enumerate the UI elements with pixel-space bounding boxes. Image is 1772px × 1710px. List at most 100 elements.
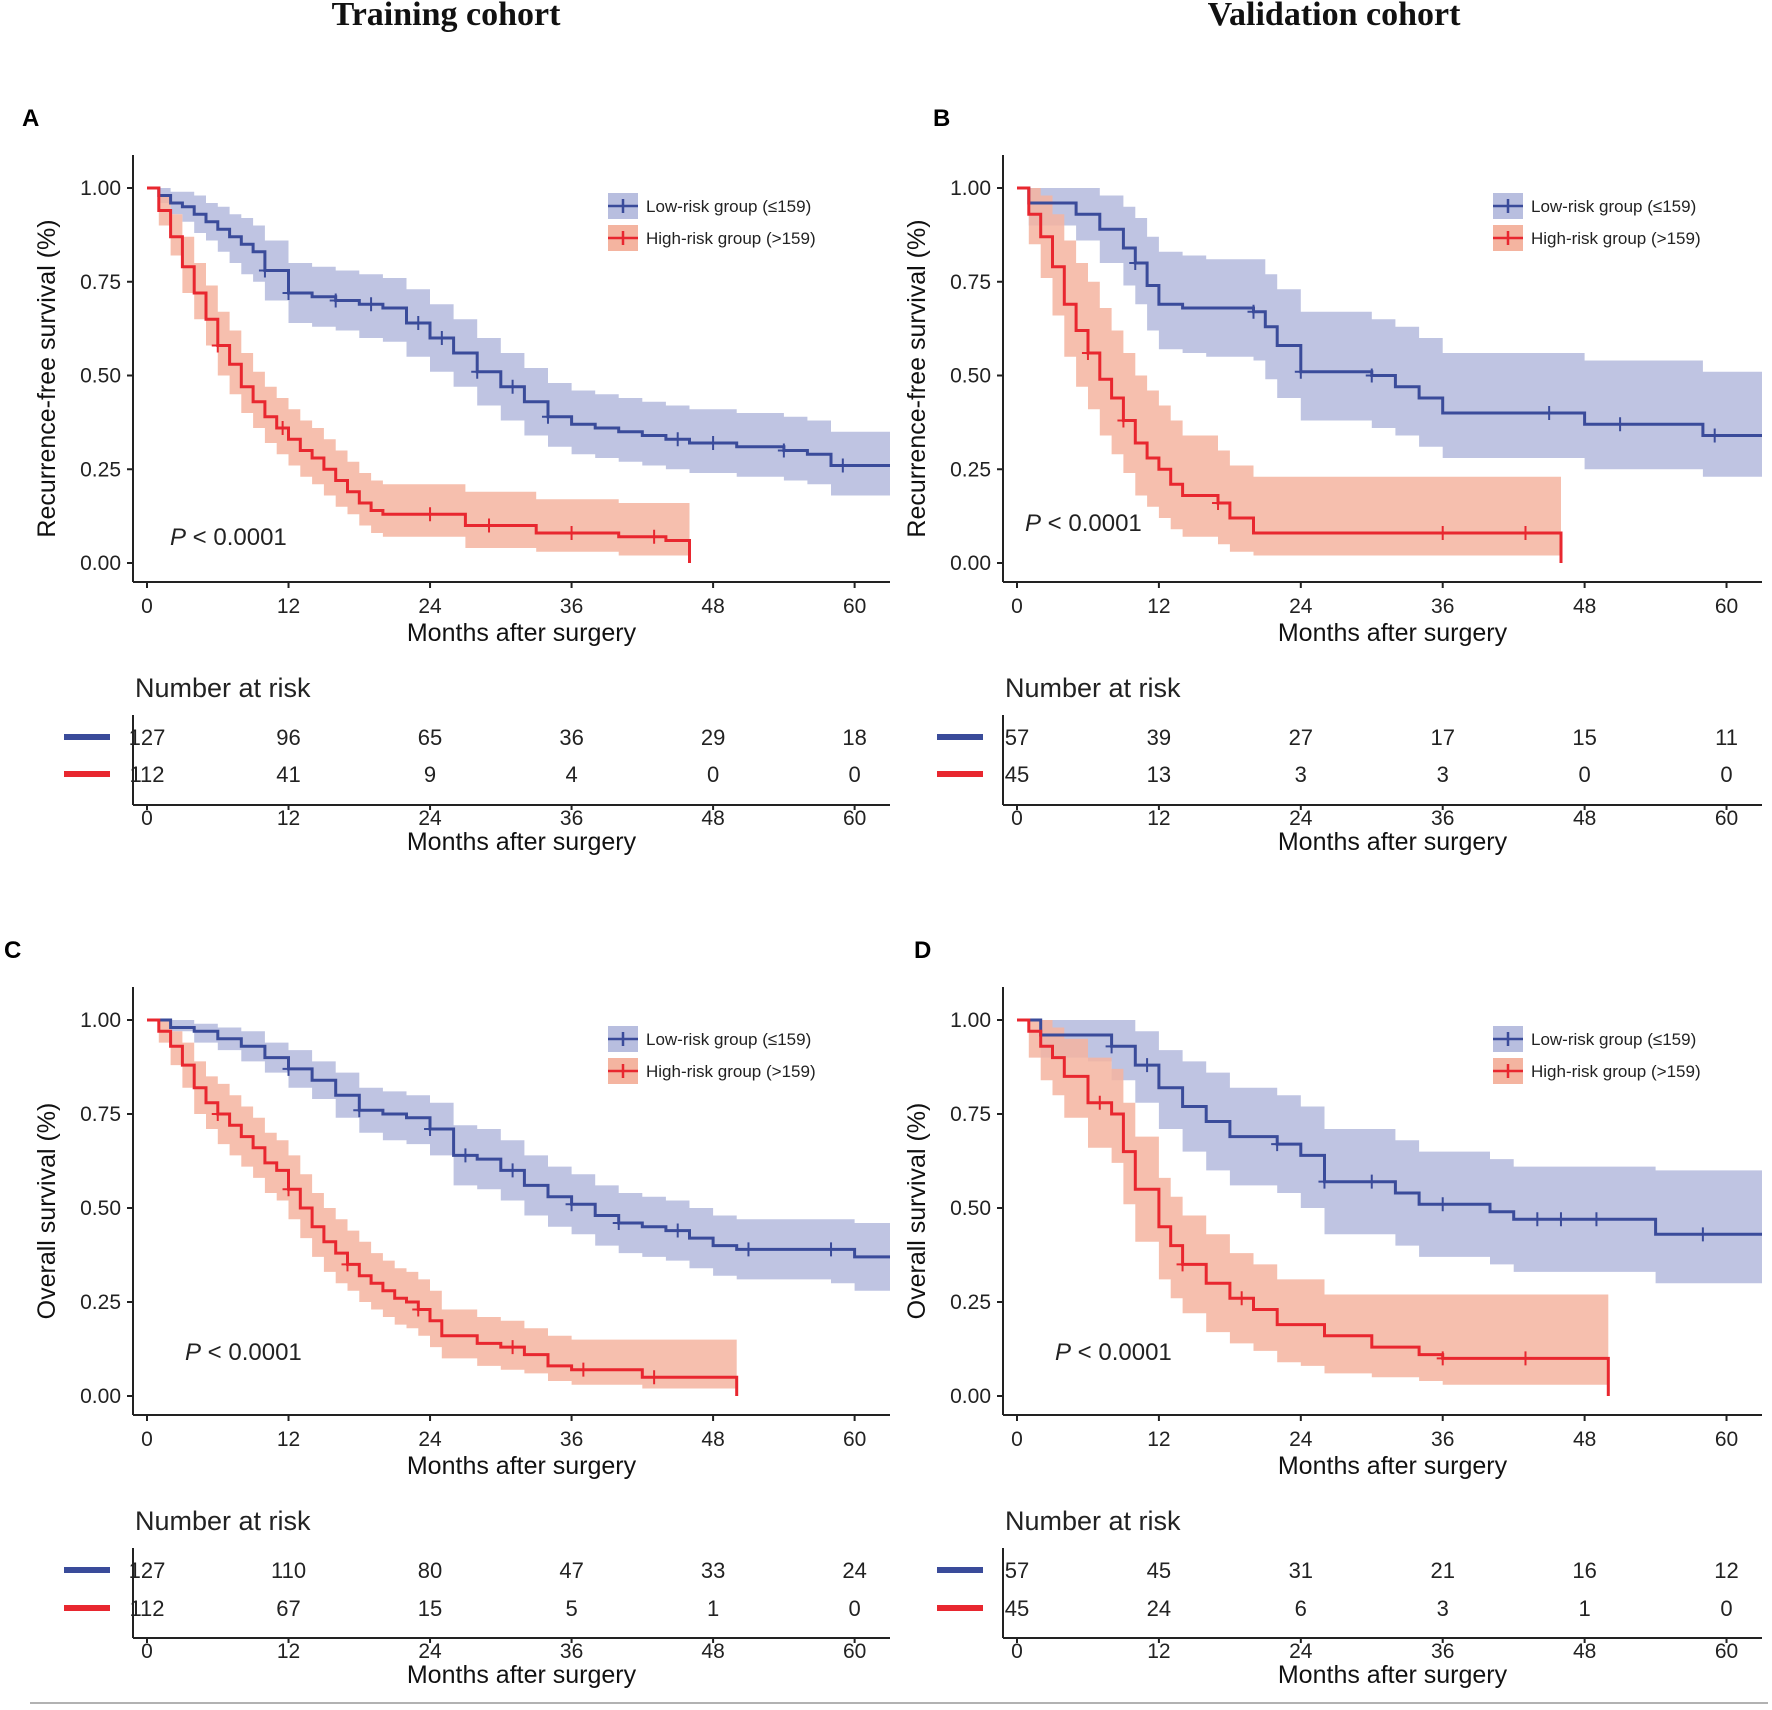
y-axis-title: Overall survival (%)	[33, 1103, 61, 1320]
risk-count-high: 1	[707, 1596, 719, 1621]
low-risk-censor-mark	[707, 436, 720, 450]
high-risk-censor-mark	[1176, 1257, 1189, 1272]
high-risk-ci-band	[147, 1020, 737, 1389]
low-risk-censor-mark	[1543, 406, 1556, 420]
validation-cohort-title: Validation cohort	[1208, 0, 1462, 33]
p-value: P < 0.0001	[1055, 1339, 1172, 1366]
x-tick-label: 0	[141, 1428, 153, 1451]
risk-table-title: Number at risk	[135, 1506, 311, 1536]
risk-count-low: 27	[1289, 725, 1313, 750]
risk-count-low: 24	[842, 1558, 866, 1583]
risk-count-high: 112	[129, 1596, 164, 1621]
low-risk-censor-mark	[1294, 364, 1307, 379]
low-risk-ci-band	[1017, 188, 1762, 477]
x-tick-label: 36	[560, 595, 583, 618]
high-risk-censor-mark	[1436, 526, 1449, 540]
p-value: P < 0.0001	[1025, 510, 1142, 537]
low-risk-censor-mark	[777, 443, 790, 458]
risk-count-low: 57	[1005, 1558, 1029, 1583]
y-tick-label: 0.75	[80, 271, 121, 294]
low-risk-ci-band	[1017, 1020, 1762, 1284]
panel-letter: A	[22, 105, 39, 132]
y-tick-label: 0.50	[80, 1197, 121, 1220]
y-tick-label: 0.75	[950, 1103, 991, 1126]
risk-count-low: 12	[1714, 1558, 1738, 1583]
high-risk-censor-mark	[282, 1182, 295, 1197]
risk-x-tick-label: 36	[1431, 807, 1454, 830]
risk-count-high: 45	[1005, 762, 1029, 787]
x-tick-label: 48	[701, 595, 724, 618]
legend-high-label: High-risk group (>159)	[646, 1062, 816, 1081]
low-risk-censor-mark	[1365, 1174, 1378, 1189]
risk-count-high: 24	[1147, 1596, 1171, 1621]
low-risk-censor-mark	[612, 1216, 625, 1231]
p-value-symbol: P	[1055, 1339, 1071, 1366]
low-risk-censor-mark	[282, 286, 295, 300]
x-axis-title: Months after surgery	[407, 1452, 637, 1480]
y-tick-label: 0.25	[950, 458, 991, 481]
low-risk-censor-mark	[671, 1223, 684, 1238]
x-tick-label: 60	[843, 595, 866, 618]
low-risk-censor-mark	[1696, 1227, 1709, 1242]
low-risk-censor-mark	[1436, 1197, 1449, 1212]
risk-count-high: 3	[1437, 762, 1449, 787]
high-risk-censor-mark	[1081, 346, 1094, 360]
risk-count-high: 0	[707, 762, 719, 787]
risk-x-tick-label: 24	[418, 807, 442, 830]
y-tick-label: 1.00	[950, 1009, 991, 1032]
y-tick-label: 0.75	[950, 271, 991, 294]
legend-high-line	[1493, 231, 1523, 245]
high-risk-curve	[1017, 1018, 1610, 1396]
risk-x-tick-label: 60	[1715, 1640, 1738, 1663]
risk-count-high: 0	[1720, 762, 1732, 787]
x-axis-title: Months after surgery	[1278, 1452, 1508, 1480]
risk-x-tick-label: 0	[1011, 807, 1023, 830]
panel-letter: C	[4, 937, 21, 964]
risk-x-tick-label: 48	[1573, 807, 1596, 830]
high-risk-censor-mark	[211, 338, 224, 353]
risk-count-low: 127	[129, 1558, 166, 1583]
p-value-symbol: P	[1025, 510, 1041, 537]
risk-x-tick-label: 36	[560, 807, 583, 830]
risk-count-low: 17	[1430, 725, 1454, 750]
risk-x-tick-label: 0	[141, 1640, 153, 1663]
x-tick-label: 12	[277, 595, 300, 618]
p-value: P < 0.0001	[185, 1339, 302, 1366]
low-risk-censor-mark	[1531, 1212, 1544, 1227]
low-risk-censor-mark	[365, 297, 378, 312]
p-value-text: < 0.0001	[1071, 1339, 1172, 1366]
high-risk-ci-band	[147, 188, 690, 556]
risk-x-tick-label: 60	[1715, 807, 1738, 830]
x-tick-label: 12	[1147, 595, 1170, 618]
high-risk-censor-mark	[1519, 526, 1532, 540]
p-value-text: < 0.0001	[1041, 510, 1142, 537]
low-risk-curve	[147, 186, 890, 467]
low-risk-censor-mark	[424, 1122, 437, 1137]
legend-high-label: High-risk group (>159)	[1531, 1062, 1701, 1081]
legend-high-line	[608, 231, 638, 245]
legend-low-line	[1493, 1032, 1523, 1046]
high-risk-ci-band	[1017, 188, 1561, 556]
p-value-text: < 0.0001	[186, 524, 287, 551]
risk-table-title: Number at risk	[1005, 1506, 1181, 1536]
risk-count-low: 45	[1147, 1558, 1171, 1583]
y-tick-label: 0.25	[80, 1291, 121, 1314]
low-risk-censor-mark	[836, 458, 849, 473]
risk-x-tick-label: 24	[418, 1640, 442, 1663]
x-tick-label: 12	[277, 1428, 300, 1451]
risk-x-tick-label: 36	[560, 1640, 583, 1663]
x-tick-label: 36	[560, 1428, 583, 1451]
panel-letter: D	[914, 937, 931, 964]
risk-count-high: 0	[1578, 762, 1590, 787]
low-risk-censor-mark	[1365, 368, 1378, 383]
risk-table-title: Number at risk	[135, 673, 311, 703]
risk-count-high: 67	[276, 1596, 300, 1621]
low-risk-censor-mark	[1554, 1212, 1567, 1227]
risk-x-tick-label: 12	[1147, 1640, 1170, 1663]
high-risk-ci-band	[1017, 1020, 1609, 1385]
p-value-symbol: P	[170, 524, 186, 551]
risk-count-high: 112	[129, 762, 164, 787]
risk-x-tick-label: 60	[843, 1640, 866, 1663]
risk-count-low: 65	[418, 725, 442, 750]
